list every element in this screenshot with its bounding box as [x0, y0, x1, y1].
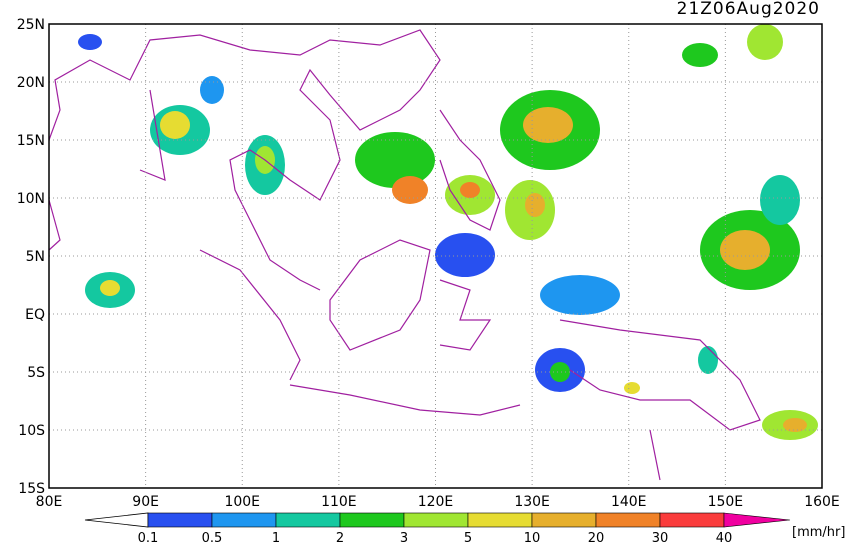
colorbar-segment [403, 512, 469, 528]
grid [49, 24, 822, 488]
colorbar-label: 0.5 [202, 531, 223, 544]
colorbar-label: 5 [464, 531, 472, 544]
lat-label: 10S [18, 423, 45, 439]
map-area [48, 24, 818, 481]
lon-label: 120E [418, 494, 454, 510]
colorbar-segment [211, 512, 277, 528]
timestamp: 21Z06Aug2020 [677, 0, 820, 19]
colorbar-label: 3 [400, 531, 408, 544]
colorbar-label: 20 [588, 531, 605, 544]
colorbar-unit: [mm/hr] [792, 525, 845, 540]
lon-label: 90E [132, 494, 159, 510]
colorbar-segment [467, 512, 533, 528]
rain-areas [78, 24, 818, 440]
colorbar-under [84, 512, 149, 528]
lon-label: 150E [708, 494, 744, 510]
lon-label: 110E [321, 494, 357, 510]
colorbar-segment [275, 512, 341, 528]
coastlines [48, 29, 761, 481]
colorbar-segment [595, 512, 661, 528]
lat-label: 5N [26, 249, 45, 265]
colorbar-segment [531, 512, 597, 528]
colorbar-label: 1 [272, 531, 280, 544]
lat-label: 15S [18, 481, 45, 497]
colorbar-segment [659, 512, 725, 528]
map-frame [48, 23, 823, 489]
colorbar-label: 2 [336, 531, 344, 544]
colorbar-label: 40 [716, 531, 733, 544]
colorbar-label: 10 [524, 531, 541, 544]
lon-label: 130E [514, 494, 550, 510]
lat-label: 5S [27, 365, 45, 381]
lon-label: 100E [224, 494, 260, 510]
colorbar-segment [339, 512, 405, 528]
colorbar-label: 30 [652, 531, 669, 544]
colorbar-over [723, 512, 791, 528]
lat-label: 25N [17, 17, 45, 33]
lat-label: 20N [17, 75, 45, 91]
lon-label: 160E [804, 494, 840, 510]
colorbar-segment [147, 512, 213, 528]
lat-label: 10N [17, 191, 45, 207]
lat-label: 15N [17, 133, 45, 149]
colorbar-label: 0.1 [138, 531, 159, 544]
colorbar [84, 512, 791, 528]
lon-label: 140E [611, 494, 647, 510]
lat-label: EQ [25, 307, 45, 323]
lon-label: 80E [36, 494, 63, 510]
